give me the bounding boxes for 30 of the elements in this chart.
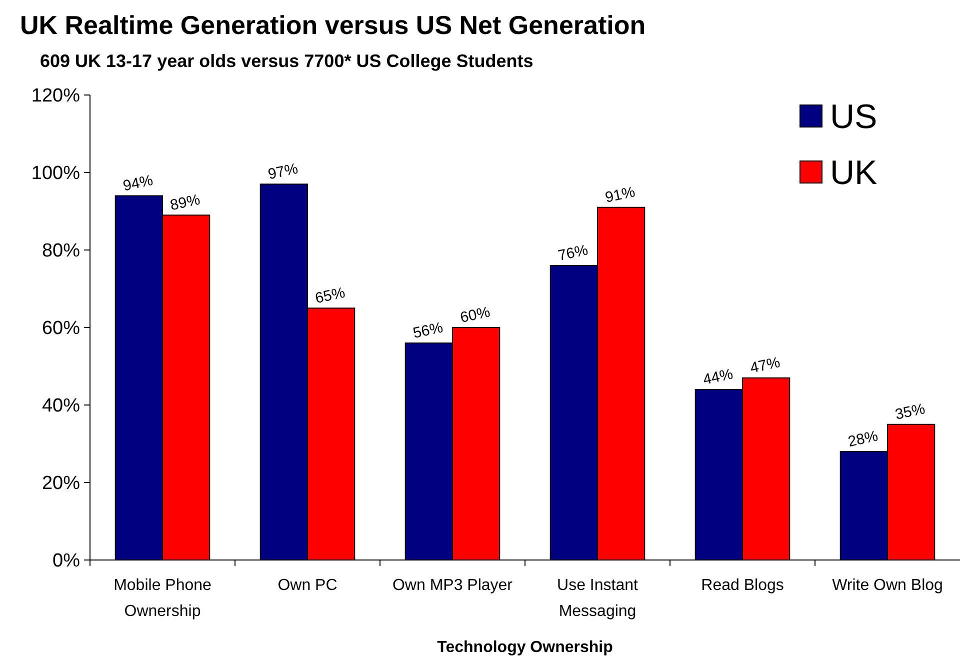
y-tick-label: 60% [42, 318, 80, 340]
x-axis-title: Technology Ownership [437, 639, 614, 656]
text: 94% [122, 172, 154, 195]
x-tick-label: Write Own Blog [832, 577, 943, 594]
text: 44% [702, 366, 734, 389]
y-tick-label: 100% [31, 163, 80, 184]
x-tick-label: Read Blogs [701, 577, 784, 594]
text: 97% [266, 160, 300, 184]
y-tick-label: 20% [42, 473, 80, 494]
y-tick-label: 40% [42, 396, 80, 417]
text: 35% [894, 400, 927, 424]
legend-label: UK [830, 154, 878, 192]
y-tick-label: 80% [42, 240, 80, 262]
x-tick-label: Own MP3 Player [392, 577, 514, 594]
chart-title: UK Realtime Generation versus US Net Generation [20, 10, 646, 40]
x-tick-label: Mobile Phone Ownership [114, 577, 212, 620]
chart-subtitle: 609 UK 13-17 year olds versus 7700* US College Students [40, 51, 534, 71]
y-tick-label: 120% [31, 86, 80, 107]
x-tick-label: Own PC [278, 577, 338, 594]
text: 91% [604, 184, 637, 206]
text: 89% [168, 191, 202, 214]
text: 28% [846, 428, 880, 451]
text: 76% [556, 242, 590, 265]
x-tick-label: Use Instant Messaging [557, 577, 639, 620]
text: 56% [412, 319, 444, 342]
text: 65% [314, 284, 347, 308]
y-tick-label: 0% [52, 550, 80, 572]
text: 60% [458, 304, 492, 327]
legend-label: US [830, 98, 878, 136]
text: 47% [748, 354, 782, 377]
